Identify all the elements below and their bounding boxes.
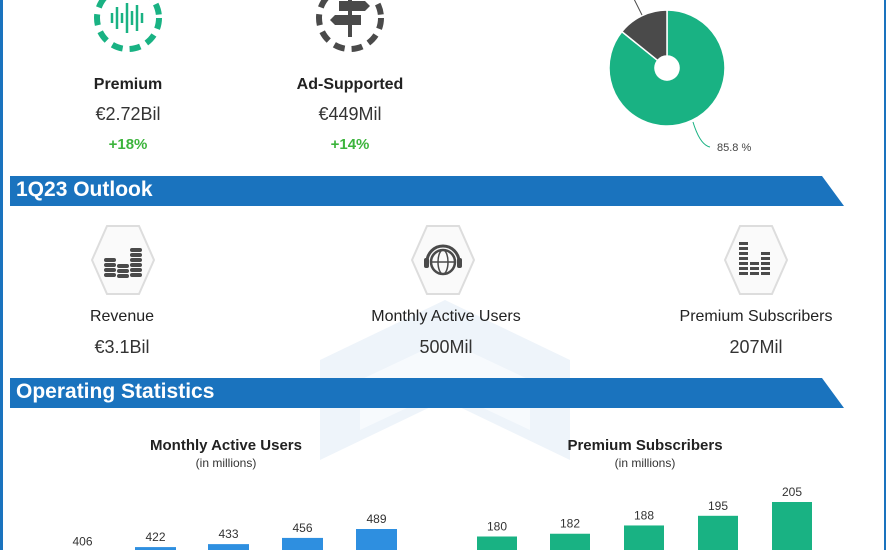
signpost-icon [316, 0, 384, 52]
frame-border-right [884, 0, 886, 550]
mau-bar [356, 529, 397, 550]
ad-supported-label: Ad-Supported [296, 76, 404, 93]
outlook-mau-label: Monthly Active Users [371, 308, 521, 325]
revenue-donut-chart [608, 0, 726, 148]
subscribers-bar [624, 525, 664, 550]
pie-leader-line [692, 121, 711, 148]
outlook-revenue-value: €3.1Bil [94, 337, 150, 357]
operating-statistics-title: Operating Statistics [16, 380, 215, 403]
subscribers-bar [477, 536, 517, 550]
outlook-subscribers-value: 207Mil [729, 337, 783, 357]
sound-wave-icon [94, 0, 162, 52]
frame-border-left [0, 0, 3, 550]
outlook-revenue-label: Revenue [89, 308, 155, 325]
mau-bar-label: 422 [145, 530, 165, 544]
mau-bar [208, 544, 249, 550]
subscribers-bar-label: 205 [782, 485, 802, 499]
subscribers-bar [772, 502, 812, 550]
pie-label-premium: 85.8 % [717, 142, 752, 154]
outlook-subscribers-label: Premium Subscribers [679, 308, 833, 325]
ad-supported-value: €449Mil [318, 104, 382, 124]
mau-bar-label: 456 [292, 521, 312, 535]
subscribers-bar [550, 533, 590, 550]
mau-bar-label: 406 [72, 534, 92, 548]
mau-bar [135, 547, 176, 550]
subscribers-bar [698, 515, 738, 550]
subscribers-chart-title: Premium Subscribers [567, 437, 723, 454]
outlook-title: 1Q23 Outlook [16, 178, 153, 201]
mau-chart-subtitle: (in millions) [195, 456, 257, 470]
premium-label: Premium [93, 76, 163, 93]
globe-headphones-icon [410, 225, 476, 295]
outlook-mau-value: 500Mil [419, 337, 473, 357]
pie-slice-1 [620, 9, 668, 62]
equalizer-icon [723, 225, 789, 295]
mau-bar-label: 433 [218, 527, 238, 541]
subscribers-bar-label: 195 [708, 499, 728, 513]
mau-bar [282, 537, 323, 550]
pie-leader-line-gray [633, 0, 643, 16]
subscribers-chart-subtitle: (in millions) [614, 456, 676, 470]
premium-growth: +18% [108, 136, 148, 153]
premium-value: €2.72Bil [95, 104, 161, 124]
operating-statistics-banner: Operating Statistics [10, 378, 844, 408]
ad-supported-growth: +14% [330, 136, 370, 153]
subscribers-bar-label: 180 [487, 520, 507, 534]
mau-bar-label: 489 [366, 512, 386, 526]
subscribers-bar-label: 188 [634, 508, 654, 522]
coin-stacks-icon [90, 225, 156, 295]
pie-slice-0 [608, 9, 726, 127]
subscribers-bar-label: 182 [560, 517, 580, 531]
mau-chart-title: Monthly Active Users [150, 437, 302, 454]
outlook-banner: 1Q23 Outlook [10, 176, 844, 206]
